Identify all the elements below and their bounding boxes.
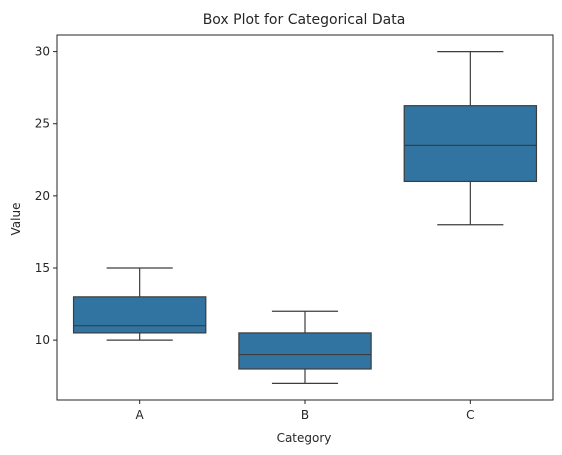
y-tick-label-30: 30 bbox=[35, 45, 50, 59]
y-tick-label-20: 20 bbox=[35, 189, 50, 203]
x-axis-label: Category bbox=[277, 431, 332, 445]
x-tick-label-A: A bbox=[136, 408, 145, 422]
box-C bbox=[403, 105, 538, 183]
y-tick-label-25: 25 bbox=[35, 117, 50, 131]
box-B bbox=[238, 332, 372, 370]
x-axis: A B C bbox=[136, 400, 475, 422]
y-axis-label: Value bbox=[9, 203, 23, 236]
x-tick-label-C: C bbox=[466, 408, 474, 422]
y-axis: 10 15 20 25 30 bbox=[35, 45, 57, 347]
plot-area bbox=[72, 50, 538, 385]
chart-title: Box Plot for Categorical Data bbox=[203, 12, 406, 28]
y-tick-label-15: 15 bbox=[35, 261, 50, 275]
box-group-A bbox=[72, 267, 207, 341]
box-A bbox=[72, 296, 207, 334]
y-tick-label-10: 10 bbox=[35, 333, 50, 347]
box-group-C bbox=[403, 50, 538, 226]
box-group-B bbox=[238, 310, 372, 385]
x-tick-label-B: B bbox=[301, 408, 309, 422]
